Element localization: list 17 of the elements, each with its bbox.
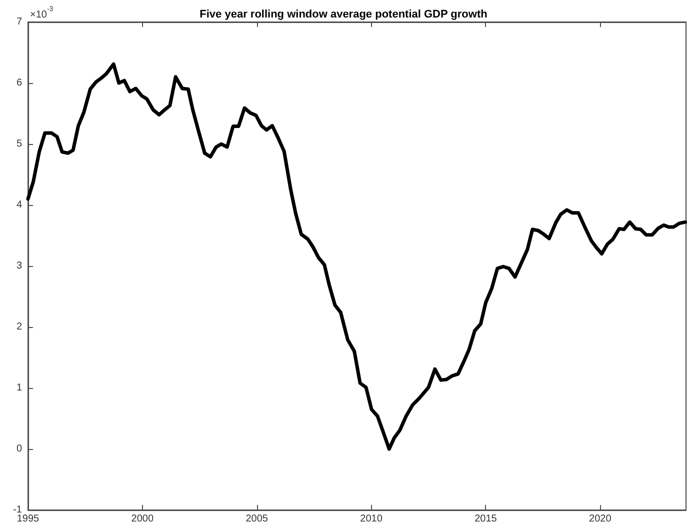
y-tick-label: 4 <box>16 200 22 210</box>
x-tick-label: 1995 <box>16 514 40 524</box>
x-tick-label: 2000 <box>131 514 154 524</box>
x-tick-label: 2015 <box>474 514 498 524</box>
y-tick-label: 1 <box>16 382 22 394</box>
line-series <box>26 62 687 451</box>
chart-title: Five year rolling window average potential GDP growth <box>200 8 488 20</box>
y-tick-label: 0 <box>16 444 22 454</box>
y-tick-label: -1 <box>13 504 22 516</box>
x-tick-label: 2020 <box>589 514 612 524</box>
y-tick-label: 6 <box>16 78 22 88</box>
y-tick-label: 2 <box>16 322 22 332</box>
y-tick-label: 7 <box>16 16 22 28</box>
y-tick-label: 3 <box>16 260 22 272</box>
x-tick-label: 2010 <box>360 514 383 524</box>
x-tick-label: 2005 <box>246 514 268 524</box>
y-tick-label: 5 <box>16 138 22 150</box>
